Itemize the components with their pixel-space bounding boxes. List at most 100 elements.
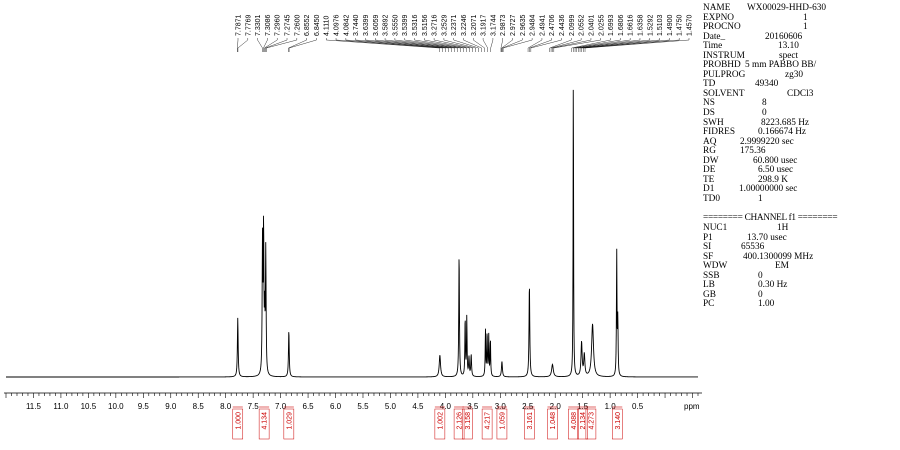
parameter-row: SI 65536 [703,243,899,253]
peak-leader-line [550,38,582,52]
x-tick-label: 8.5 [193,402,205,411]
parameter-value: 175.36 [740,146,766,157]
peak-label: 3.7440 [353,14,360,36]
peak-label: 2.9484 [530,14,537,36]
peak-leader-line [581,38,670,52]
parameter-key: DE [703,165,716,176]
parameter-value: 1.00 [758,299,775,310]
parameter-row: SSB 0 [703,270,899,282]
parameter-value: 49340 [755,79,779,90]
peak-label: 1.5292 [647,14,654,36]
peak-label: 2.4706 [549,14,556,36]
integral-value: 4.088 [571,412,578,430]
peak-label: 2.0552 [579,14,586,36]
peak-label: 3.2071 [471,14,478,36]
parameter-row: RG 175.36 [703,147,899,157]
integral-box [453,408,465,440]
parameter-key: TD0 [703,193,721,204]
parameter-row: D1 1.00000000 sec [703,185,899,195]
integral-box [585,408,597,440]
peak-label: 1.4900 [667,14,674,36]
parameter-value: 0.166674 Hz [758,127,807,138]
parameter-key: FIDRES [703,127,736,138]
integral-value: 2.134 [580,412,587,430]
parameter-row: TD 49340 [703,80,899,90]
parameter-row: EXPNO 1 [703,13,899,24]
parameter-row: SOLVENT CDCl3 [703,89,899,100]
channel-header: ======== CHANNEL f1 ======== [703,213,838,224]
parameter-key: INSTRUM [703,50,745,61]
parameter-key: TE [703,174,715,185]
parameter-value: WX00029-HHD-630 [747,3,827,13]
integral-value: 2.126 [457,412,464,430]
spectrum-trace [6,89,698,378]
parameter-row: INSTRUM spect [703,50,899,62]
parameter-key: SSB [703,270,720,281]
x-tick-label: 1.5 [577,402,589,411]
peak-label: 1.4750 [677,14,684,36]
peak-label: 4.1110 [324,16,331,36]
peak-leader-line [571,38,611,52]
parameter-value: 6.50 usec [758,165,794,176]
peak-leader-line [414,38,467,52]
parameter-value: 13.70 usec [747,232,787,243]
peak-leader-line [237,38,249,52]
parameter-row: PC 1.00 [703,300,899,310]
x-tick-label: 5.0 [385,402,397,411]
parameter-value: 65536 [741,242,765,253]
peak-leader-line [529,38,552,52]
x-tick-label: 7.5 [248,402,260,411]
peak-label: 3.6399 [363,14,370,36]
integral-box [496,408,508,440]
integral-value: 4.273 [588,412,595,430]
parameter-row: NS 8 [703,99,899,109]
parameter-row: WDW EM [703,262,899,272]
parameter-row: PULPROG zg30 [703,70,899,81]
x-tick-label: 3.0 [495,402,507,411]
parameter-key: SWH [703,117,724,128]
peak-leader-line [584,38,690,52]
parameter-value: 1 [758,193,763,204]
parameter-row: NAME WX00029-HHD-630 [703,3,899,14]
peak-leader-line [463,38,482,52]
peak-leader-line [433,38,473,52]
parameter-key: WDW [703,261,728,272]
peak-leader-line [424,38,470,52]
integral-box [283,408,295,440]
x-tick-label: 1.0 [605,402,617,411]
peak-leader-line [502,38,533,52]
x-tick-label: 10.0 [108,402,124,411]
integral-box [481,408,493,440]
parameter-value: 0 [758,270,763,281]
peak-label: 7.2745 [285,14,292,36]
x-tick-label: 7.0 [275,402,287,411]
integral-value: 1.059 [499,412,506,430]
parameter-row: DE 6.50 usec [703,166,899,176]
x-tick-label: 4.0 [440,402,452,411]
peak-label: 4.0842 [343,14,350,36]
parameter-key: NUC1 [703,223,728,234]
x-tick-label: 0.5 [632,402,644,411]
peak-label: 2.0401 [588,14,595,36]
parameter-value: spect [779,50,799,61]
parameter-key: P1 [703,232,713,243]
integral-value: 1.048 [550,412,557,430]
parameter-key: SI [703,242,712,253]
channel-parameter-list: NUC1 1H P1 13.70 usec SI 65536 SF 400.1300099 M… [703,223,899,310]
x-tick-label: 6.0 [330,402,342,411]
x-tick-label: 2.0 [550,402,562,411]
parameter-row: DW 60.800 usec [703,156,899,167]
peak-label: 7.7871 [236,14,243,36]
parameter-value: 20160606 [765,31,803,42]
parameter-value: 0.30 Hz [758,280,788,291]
peak-label: 3.2246 [461,14,468,36]
peak-leader-line [288,38,317,52]
parameter-row: PROBHD 5 mm PABBO BB/ [703,61,899,71]
peak-label: 7.3086 [265,14,272,36]
parameter-key: DS [703,108,715,119]
peak-label: 3.1917 [481,14,488,36]
parameter-row: AQ 2.9999220 sec [703,137,899,148]
integral-box [568,408,579,440]
peak-leader-line [573,38,621,52]
peak-leader-line [266,38,298,52]
